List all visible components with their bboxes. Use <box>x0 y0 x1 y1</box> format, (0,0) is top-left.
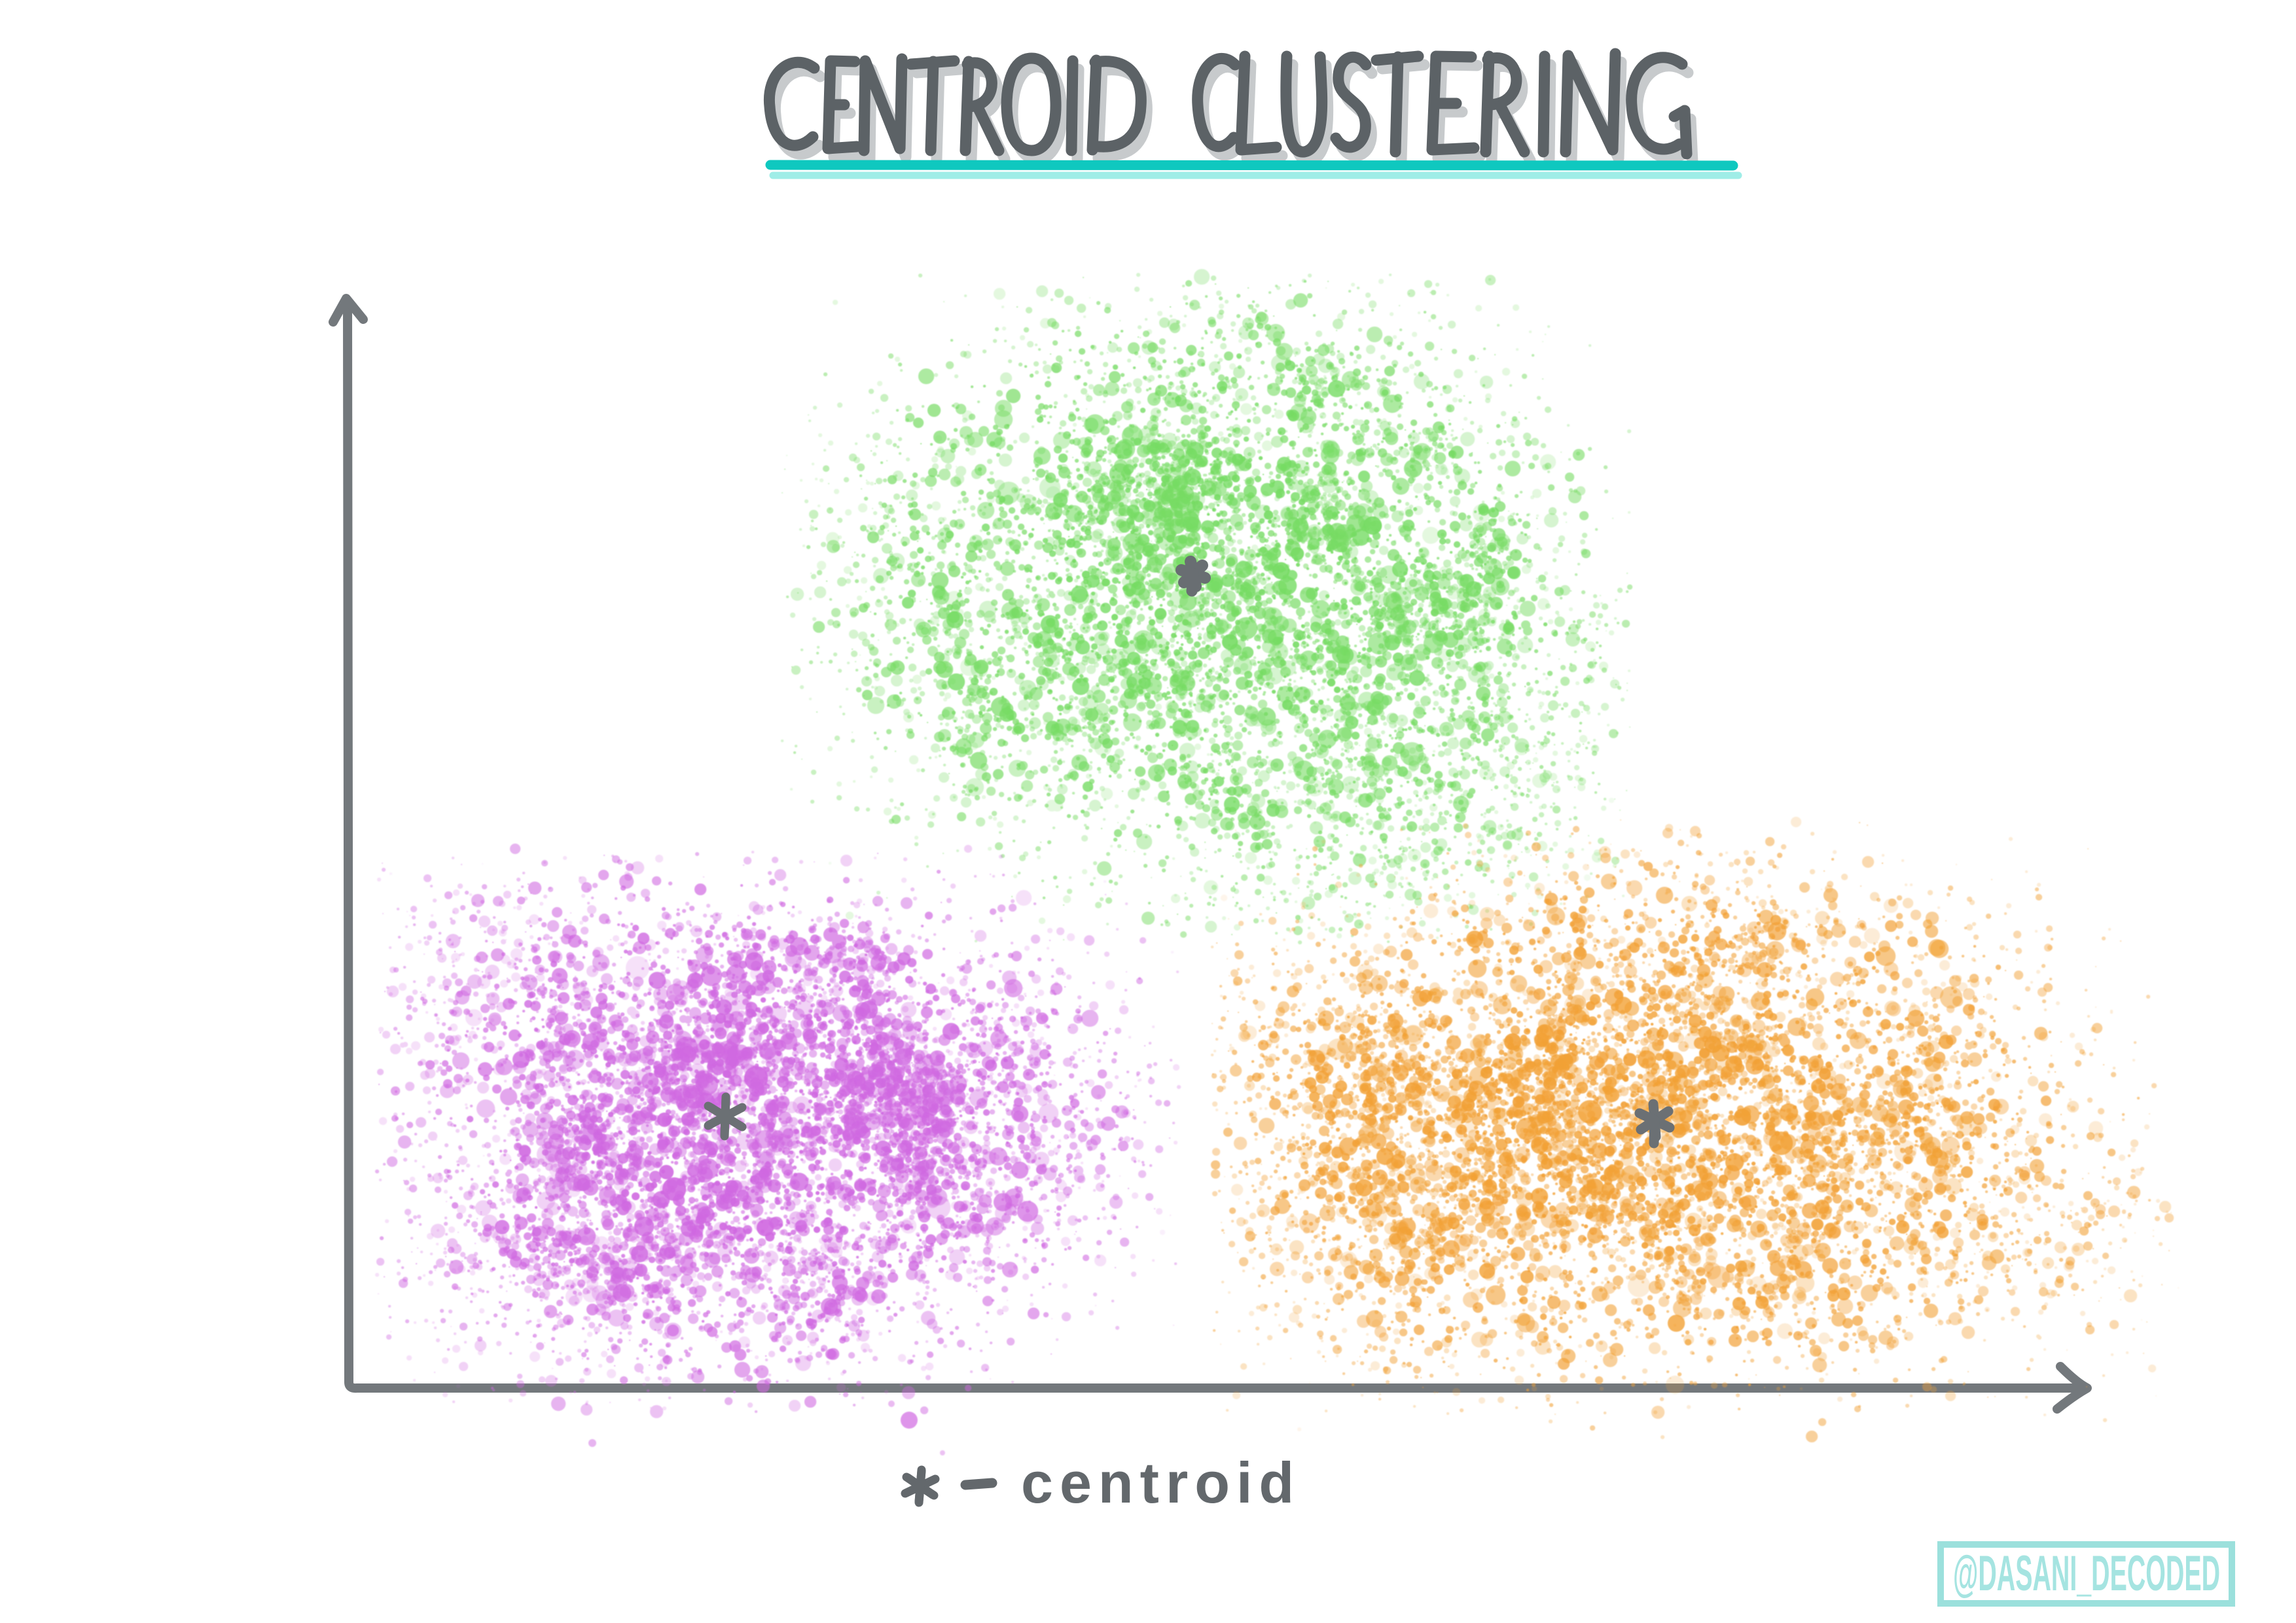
svg-text:centroid: centroid <box>1021 1450 1300 1515</box>
svg-text:@DASANI_DECODED: @DASANI_DECODED <box>1953 1546 2220 1601</box>
